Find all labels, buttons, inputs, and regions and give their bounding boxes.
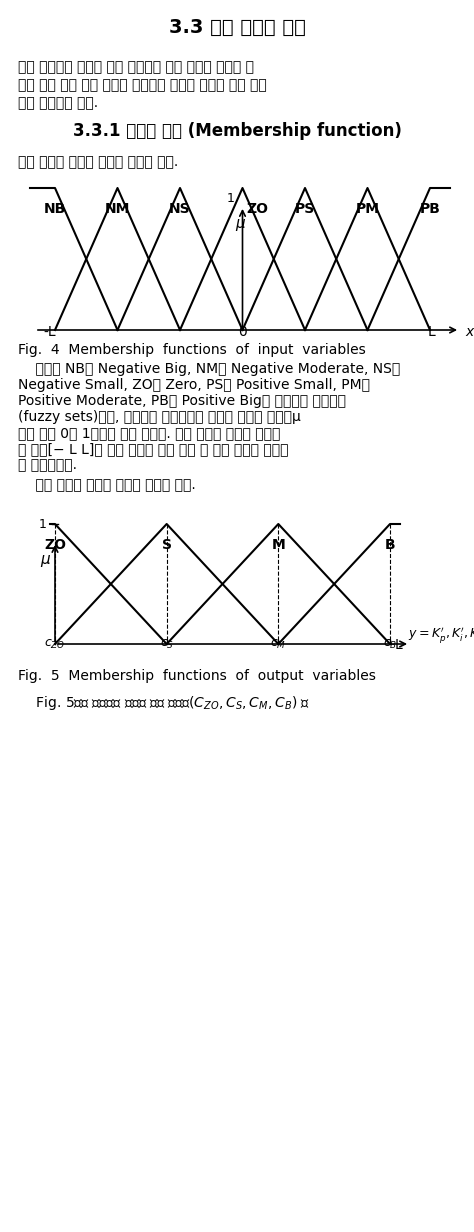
Text: 3.3 게인 가중치 결정: 3.3 게인 가중치 결정: [169, 18, 305, 37]
Text: 여 결정하였다.: 여 결정하였다.: [18, 458, 77, 472]
Text: L: L: [428, 325, 436, 339]
Text: Negative Small, ZO는 Zero, PS는 Positive Small, PM은: Negative Small, ZO는 Zero, PS는 Positive S…: [18, 378, 370, 392]
Text: -L: -L: [44, 325, 56, 339]
Text: μ: μ: [236, 216, 246, 232]
Text: Positive Moderate, PB는 Positive Big을 나타내는 퍼지집합: Positive Moderate, PB는 Positive Big을 나타내…: [18, 394, 346, 408]
Text: $c_B$: $c_B$: [383, 638, 397, 650]
Text: ZO: ZO: [44, 538, 66, 552]
Text: 출력 변수의 소속도 함수는 다음과 같다.: 출력 변수의 소속도 함수는 다음과 같다.: [18, 478, 196, 492]
Text: (fuzzy sets)이며, 입력값이 퍼지집합에 속하는 정도를 소속도μ: (fuzzy sets)이며, 입력값이 퍼지집합에 속하는 정도를 소속도μ: [18, 410, 301, 424]
Text: PB: PB: [419, 202, 440, 216]
Text: L: L: [395, 638, 403, 652]
Text: $y = K_p', K_i', K_d'$: $y = K_p', K_i', K_d'$: [408, 626, 474, 646]
Text: 으로 구해지게 된다.: 으로 구해지게 된다.: [18, 96, 98, 110]
Text: NB: NB: [44, 202, 66, 216]
Text: 1: 1: [227, 191, 235, 205]
Text: PS: PS: [295, 202, 315, 216]
Text: Fig.  4  Membership  functions  of  input  variables: Fig. 4 Membership functions of input var…: [18, 342, 366, 357]
Text: 입력 변수의 소속도 함수는 다음과 같다.: 입력 변수의 소속도 함수는 다음과 같다.: [18, 155, 178, 169]
Text: $c_M$: $c_M$: [270, 638, 286, 650]
Text: 라고 하며 0과 1사이의 값을 지닌다. 또한 소속도 함수의 입력변: 라고 하며 0과 1사이의 값을 지닌다. 또한 소속도 함수의 입력변: [18, 426, 281, 440]
Text: 정을 위해 초기 고정 게인에 곱해지는 값으로 다음과 같은 과정: 정을 위해 초기 고정 게인에 곱해지는 값으로 다음과 같은 과정: [18, 78, 267, 92]
Text: S: S: [162, 538, 172, 552]
Text: B: B: [385, 538, 395, 552]
Text: 1: 1: [39, 517, 47, 531]
Text: $c_S$: $c_S$: [160, 638, 174, 650]
Text: x = e(t), ė(t): x = e(t), ė(t): [465, 325, 474, 339]
Text: PM: PM: [356, 202, 380, 216]
Text: NM: NM: [105, 202, 130, 216]
Text: 이때에 NB는 Negative Big, NM은 Negative Moderate, NS는: 이때에 NB는 Negative Big, NM은 Negative Moder…: [18, 362, 400, 376]
Text: μ: μ: [40, 552, 50, 567]
Text: $c_{ZO}$: $c_{ZO}$: [44, 638, 66, 650]
Text: ZO: ZO: [246, 202, 268, 216]
Text: 3.3.1 소속도 함수 (Membership function): 3.3.1 소속도 함수 (Membership function): [73, 122, 401, 140]
Text: 수 구간[− L L]은 제어 대상의 이동 구간 및 속도 구간을 고려하: 수 구간[− L L]은 제어 대상의 이동 구간 및 속도 구간을 고려하: [18, 442, 289, 456]
Text: Fig.  5  Membership  functions  of  output  variables: Fig. 5 Membership functions of output va…: [18, 669, 376, 683]
Text: Fig. 5에서 출력변수 소속도 함수 중심값($C_{ZO}, C_S, C_M, C_B$) 사: Fig. 5에서 출력변수 소속도 함수 중심값($C_{ZO}, C_S, C…: [18, 694, 310, 712]
Text: M: M: [272, 538, 285, 552]
Text: 퍼지 시스템의 출력인 게인 가중치는 최종 게인의 실시간 조: 퍼지 시스템의 출력인 게인 가중치는 최종 게인의 실시간 조: [18, 60, 254, 74]
Text: NS: NS: [169, 202, 191, 216]
Text: 0: 0: [238, 325, 247, 339]
